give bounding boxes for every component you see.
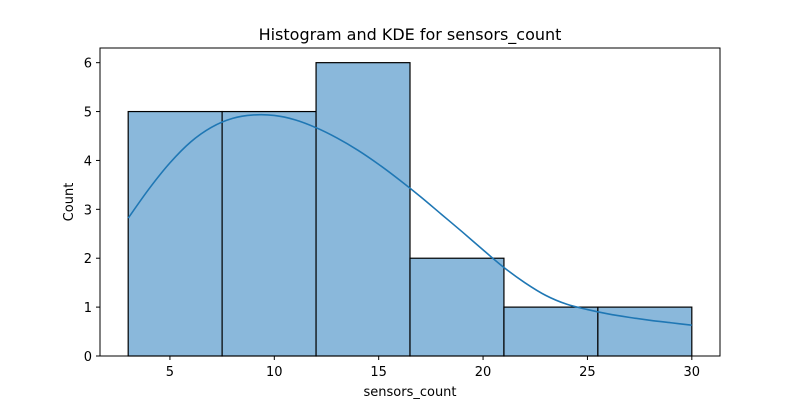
histogram-bar-2 [221,110,317,357]
y-tick-label: 2 [84,252,92,267]
kde-layer [127,113,692,326]
histogram-bar-5 [503,306,599,357]
chart-title: Histogram and KDE for sensors_count [259,25,562,45]
x-tick-label: 25 [579,365,596,380]
x-axis: 5 10 15 20 25 30 [166,356,700,380]
x-tick-label: 10 [266,365,283,380]
histogram-bar-4 [409,257,505,357]
plot-frame [99,47,721,357]
y-axis-label: Count [62,183,77,222]
y-tick-label: 3 [84,203,92,218]
x-axis-label: sensors_count [363,385,456,400]
y-axis: 0 1 2 3 4 5 6 [84,57,100,365]
x-tick-label: 15 [370,365,387,380]
y-tick-label: 5 [84,106,92,121]
y-tick-label: 1 [84,301,92,316]
x-tick-label: 30 [684,365,701,380]
y-tick-label: 0 [84,350,92,365]
histogram-bar-3 [315,62,411,357]
kde-line [127,113,692,326]
histogram-bar-1 [127,110,223,357]
x-tick-label: 20 [475,365,492,380]
y-tick-label: 6 [84,57,92,72]
bars-layer [127,62,693,357]
x-tick-label: 5 [166,365,174,380]
y-tick-label: 4 [84,154,92,169]
